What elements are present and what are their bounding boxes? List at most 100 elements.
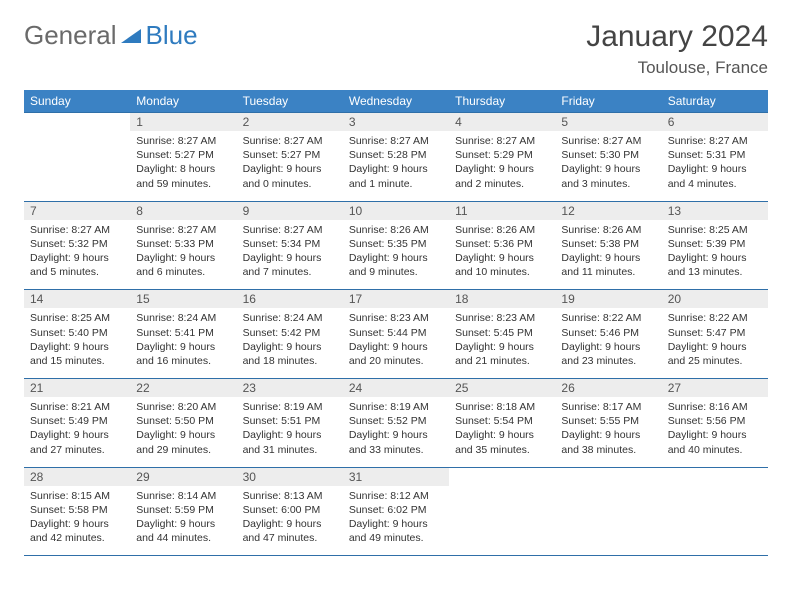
day-details: Sunrise: 8:27 AMSunset: 5:31 PMDaylight:…: [662, 131, 768, 201]
calendar-day-cell: 14Sunrise: 8:25 AMSunset: 5:40 PMDayligh…: [24, 290, 130, 379]
day-line-day2: and 7 minutes.: [243, 265, 337, 279]
day-line-sunrise: Sunrise: 8:24 AM: [136, 311, 230, 325]
calendar-day-cell: 5Sunrise: 8:27 AMSunset: 5:30 PMDaylight…: [555, 113, 661, 202]
day-line-day2: and 31 minutes.: [243, 443, 337, 457]
day-line-day1: Daylight: 9 hours: [243, 162, 337, 176]
day-line-sunrise: Sunrise: 8:26 AM: [349, 223, 443, 237]
day-details: Sunrise: 8:22 AMSunset: 5:46 PMDaylight:…: [555, 308, 661, 378]
calendar-day-cell: 27Sunrise: 8:16 AMSunset: 5:56 PMDayligh…: [662, 379, 768, 468]
calendar-day-cell: 30Sunrise: 8:13 AMSunset: 6:00 PMDayligh…: [237, 467, 343, 556]
calendar-day-cell: 2Sunrise: 8:27 AMSunset: 5:27 PMDaylight…: [237, 113, 343, 202]
day-details: Sunrise: 8:26 AMSunset: 5:38 PMDaylight:…: [555, 220, 661, 290]
day-line-day2: and 3 minutes.: [561, 177, 655, 191]
day-line-day1: Daylight: 9 hours: [136, 340, 230, 354]
day-line-day2: and 20 minutes.: [349, 354, 443, 368]
day-details: Sunrise: 8:13 AMSunset: 6:00 PMDaylight:…: [237, 486, 343, 556]
day-line-sunset: Sunset: 5:52 PM: [349, 414, 443, 428]
day-line-sunset: Sunset: 5:27 PM: [136, 148, 230, 162]
day-number: 23: [237, 379, 343, 397]
calendar-day-cell: 23 Sunrise: 8:19 AMSunset: 5:51 PMDayligh…: [237, 379, 343, 468]
day-line-day2: and 21 minutes.: [455, 354, 549, 368]
day-details: Sunrise: 8:26 AMSunset: 5:36 PMDaylight:…: [449, 220, 555, 290]
day-number: 16: [237, 290, 343, 308]
weekday-header: Tuesday: [237, 90, 343, 113]
day-number: 30: [237, 468, 343, 486]
day-line-sunset: Sunset: 5:41 PM: [136, 326, 230, 340]
calendar-day-cell: 11Sunrise: 8:26 AMSunset: 5:36 PMDayligh…: [449, 201, 555, 290]
month-title: January 2024: [586, 20, 768, 54]
day-number: 28: [24, 468, 130, 486]
day-line-sunset: Sunset: 5:34 PM: [243, 237, 337, 251]
day-line-day1: Daylight: 9 hours: [136, 251, 230, 265]
day-line-day1: Daylight: 9 hours: [561, 428, 655, 442]
day-line-day1: Daylight: 9 hours: [349, 517, 443, 531]
day-line-sunrise: Sunrise: 8:27 AM: [349, 134, 443, 148]
day-line-day1: Daylight: 9 hours: [349, 162, 443, 176]
day-number: 21: [24, 379, 130, 397]
day-line-day1: Daylight: 9 hours: [243, 517, 337, 531]
day-line-sunrise: Sunrise: 8:14 AM: [136, 489, 230, 503]
day-line-day2: and 2 minutes.: [455, 177, 549, 191]
day-line-sunset: Sunset: 5:50 PM: [136, 414, 230, 428]
day-number: 24: [343, 379, 449, 397]
day-line-day2: and 16 minutes.: [136, 354, 230, 368]
day-line-day1: Daylight: 9 hours: [30, 517, 124, 531]
day-line-sunrise: Sunrise: 8:27 AM: [561, 134, 655, 148]
day-line-day1: Daylight: 9 hours: [30, 251, 124, 265]
calendar-day-cell: 3Sunrise: 8:27 AMSunset: 5:28 PMDaylight…: [343, 113, 449, 202]
day-line-day1: Daylight: 9 hours: [243, 428, 337, 442]
day-line-sunset: Sunset: 5:49 PM: [30, 414, 124, 428]
day-line-sunrise: Sunrise: 8:27 AM: [136, 223, 230, 237]
day-line-day2: and 47 minutes.: [243, 531, 337, 545]
day-line-sunrise: Sunrise: 8:27 AM: [243, 134, 337, 148]
day-number: 31: [343, 468, 449, 486]
day-number: 22: [130, 379, 236, 397]
day-line-sunrise: Sunrise: 8:20 AM: [136, 400, 230, 414]
day-details: Sunrise: 8:27 AMSunset: 5:34 PMDaylight:…: [237, 220, 343, 290]
calendar-day-cell: 19Sunrise: 8:22 AMSunset: 5:46 PMDayligh…: [555, 290, 661, 379]
day-number: 4: [449, 113, 555, 131]
day-line-day1: Daylight: 8 hours: [136, 162, 230, 176]
calendar-day-cell: .....: [449, 467, 555, 556]
calendar-day-cell: 20Sunrise: 8:22 AMSunset: 5:47 PMDayligh…: [662, 290, 768, 379]
day-line-day2: and 35 minutes.: [455, 443, 549, 457]
day-line-sunset: Sunset: 5:27 PM: [243, 148, 337, 162]
day-line-sunrise: Sunrise: 8:21 AM: [30, 400, 124, 414]
weekday-header: Friday: [555, 90, 661, 113]
day-line-sunset: Sunset: 5:39 PM: [668, 237, 762, 251]
day-line-sunrise: Sunrise: 8:23 AM: [455, 311, 549, 325]
calendar-day-cell: 22Sunrise: 8:20 AMSunset: 5:50 PMDayligh…: [130, 379, 236, 468]
day-line-sunrise: Sunrise: 8:18 AM: [455, 400, 549, 414]
calendar-day-cell: 29Sunrise: 8:14 AMSunset: 5:59 PMDayligh…: [130, 467, 236, 556]
day-details: Sunrise: 8:27 AMSunset: 5:29 PMDaylight:…: [449, 131, 555, 201]
day-line-day2: and 18 minutes.: [243, 354, 337, 368]
day-line-day2: and 9 minutes.: [349, 265, 443, 279]
day-line-sunset: Sunset: 5:45 PM: [455, 326, 549, 340]
day-line-sunrise: Sunrise: 8:17 AM: [561, 400, 655, 414]
day-line-sunrise: Sunrise: 8:19 AM: [243, 400, 337, 414]
day-line-sunrise: Sunrise: 8:26 AM: [561, 223, 655, 237]
day-details: Sunrise: 8:17 AMSunset: 5:55 PMDaylight:…: [555, 397, 661, 467]
location-label: Toulouse, France: [586, 58, 768, 78]
calendar-table: Sunday Monday Tuesday Wednesday Thursday…: [24, 90, 768, 556]
day-line-day1: Daylight: 9 hours: [455, 340, 549, 354]
day-line-sunset: Sunset: 5:32 PM: [30, 237, 124, 251]
calendar-day-cell: 4Sunrise: 8:27 AMSunset: 5:29 PMDaylight…: [449, 113, 555, 202]
day-line-sunset: Sunset: 5:51 PM: [243, 414, 337, 428]
calendar-day-cell: 25Sunrise: 8:18 AMSunset: 5:54 PMDayligh…: [449, 379, 555, 468]
day-line-day1: Daylight: 9 hours: [349, 428, 443, 442]
day-number: 17: [343, 290, 449, 308]
day-line-day1: Daylight: 9 hours: [455, 162, 549, 176]
day-details: Sunrise: 8:27 AMSunset: 5:32 PMDaylight:…: [24, 220, 130, 290]
calendar-day-cell: 13Sunrise: 8:25 AMSunset: 5:39 PMDayligh…: [662, 201, 768, 290]
calendar-day-cell: 31Sunrise: 8:12 AMSunset: 6:02 PMDayligh…: [343, 467, 449, 556]
day-line-day1: Daylight: 9 hours: [455, 251, 549, 265]
day-line-sunset: Sunset: 5:54 PM: [455, 414, 549, 428]
calendar-day-cell: 1Sunrise: 8:27 AMSunset: 5:27 PMDaylight…: [130, 113, 236, 202]
day-line-day1: Daylight: 9 hours: [30, 340, 124, 354]
brand-part2: Blue: [146, 20, 198, 51]
day-line-sunrise: Sunrise: 8:22 AM: [668, 311, 762, 325]
day-line-sunset: Sunset: 5:35 PM: [349, 237, 443, 251]
day-line-sunset: Sunset: 5:42 PM: [243, 326, 337, 340]
calendar-day-cell: 17Sunrise: 8:23 AMSunset: 5:44 PMDayligh…: [343, 290, 449, 379]
